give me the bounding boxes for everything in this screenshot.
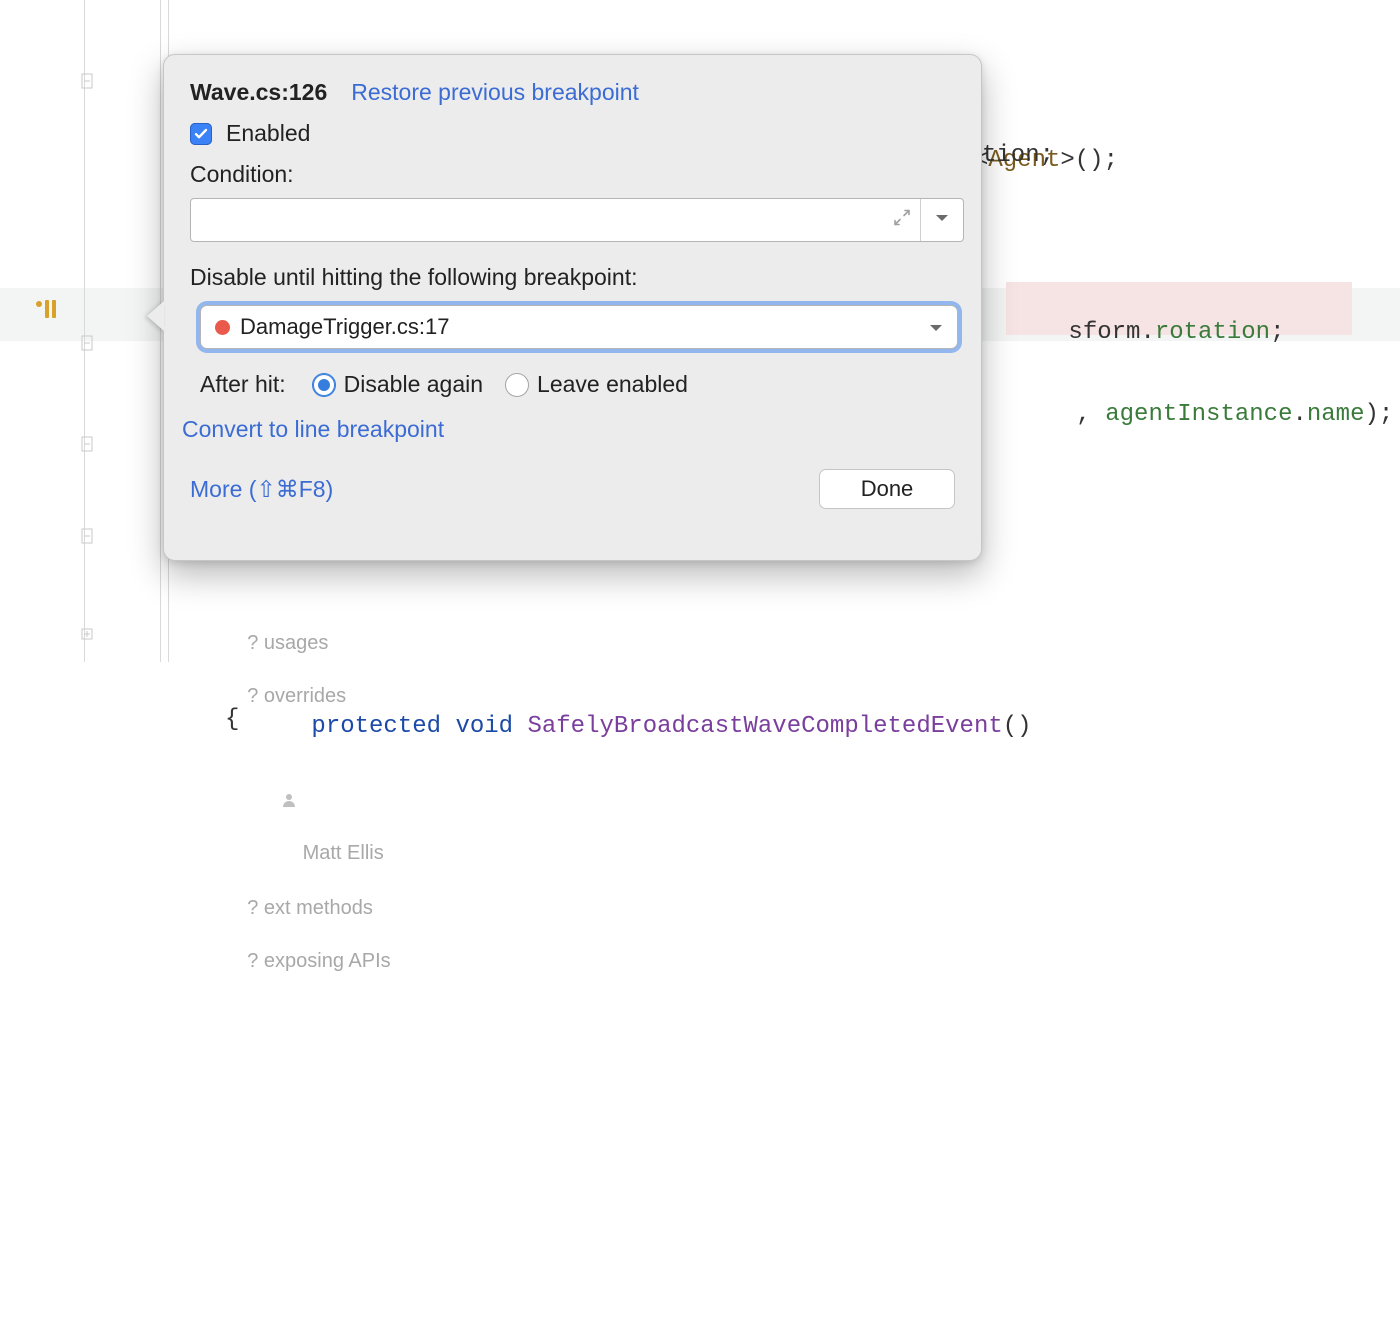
fold-icon[interactable] <box>79 626 97 644</box>
fold-icon[interactable] <box>79 528 97 546</box>
code-token-name: , agentInstance.name); <box>990 335 1393 494</box>
after-hit-label: After hit: <box>200 371 286 398</box>
enabled-checkbox[interactable] <box>190 123 212 145</box>
divider <box>920 199 921 241</box>
popover-pointer <box>147 301 164 331</box>
radio-icon <box>505 373 529 397</box>
breakpoint-popover: Wave.cs:126 Restore previous breakpoint … <box>163 54 982 561</box>
convert-to-line-breakpoint-link[interactable]: Convert to line breakpoint <box>182 416 955 443</box>
hint-ext-methods[interactable]: ? ext methods <box>247 897 373 919</box>
disable-until-label: Disable until hitting the following brea… <box>190 264 955 291</box>
code-token: { <box>225 693 239 746</box>
gutter-vline <box>84 0 85 662</box>
fold-icon[interactable] <box>79 436 97 454</box>
breakpoint-dot-icon <box>215 320 230 335</box>
fold-icon[interactable] <box>79 73 97 91</box>
chevron-down-icon[interactable] <box>935 211 949 229</box>
code-lens-hints[interactable]: ? usages ? overrides Matt Ellis ? ext me… <box>225 564 408 588</box>
editor-gutter <box>0 0 165 662</box>
condition-input[interactable] <box>190 198 964 242</box>
enabled-label: Enabled <box>226 120 310 147</box>
after-hit-option-disable-again[interactable]: Disable again <box>312 371 483 398</box>
disable-until-value: DamageTrigger.cs:17 <box>240 314 450 340</box>
breakpoint-title: Wave.cs:126 <box>190 79 327 106</box>
expand-icon[interactable] <box>893 209 911 232</box>
more-link[interactable]: More (⇧⌘F8) <box>190 476 333 503</box>
gutter-vline <box>160 0 161 662</box>
disable-until-combobox[interactable]: DamageTrigger.cs:17 <box>200 305 958 349</box>
after-hit-option-label: Leave enabled <box>537 371 688 398</box>
after-hit-option-label: Disable again <box>344 371 483 398</box>
fold-icon[interactable] <box>79 335 97 353</box>
code-token-tail: tion; <box>982 129 1054 182</box>
hint-author[interactable]: Matt Ellis <box>303 842 384 864</box>
after-hit-option-leave-enabled[interactable]: Leave enabled <box>505 371 688 398</box>
chevron-down-icon[interactable] <box>929 314 943 340</box>
dependent-breakpoint-icon[interactable] <box>33 297 57 321</box>
done-button[interactable]: Done <box>819 469 955 509</box>
radio-selected-icon <box>312 373 336 397</box>
condition-label: Condition: <box>190 161 955 188</box>
restore-previous-breakpoint-link[interactable]: Restore previous breakpoint <box>351 79 639 106</box>
hint-exposing-apis[interactable]: ? exposing APIs <box>247 950 390 972</box>
